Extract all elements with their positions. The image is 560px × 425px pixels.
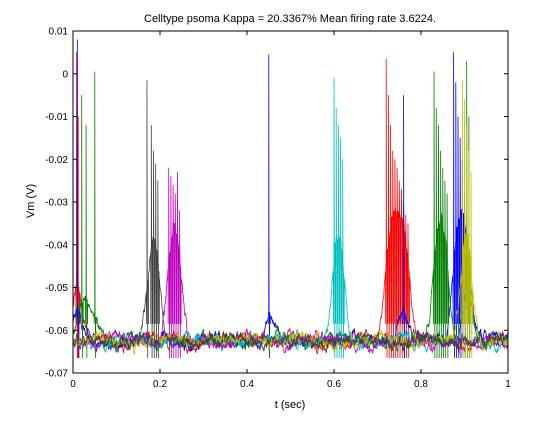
trace-line (73, 80, 508, 359)
y-tick-label: -0.01 (45, 112, 68, 123)
x-tick-label: 0.2 (153, 379, 167, 390)
y-tick-label: 0 (62, 69, 68, 80)
x-tick-label: 0 (70, 379, 76, 390)
chart-title: Celltype psoma Kappa = 20.3367% Mean fir… (144, 13, 436, 25)
trace-line (73, 60, 508, 359)
y-axis-label: Vm (V) (25, 184, 37, 218)
x-tick-label: 0.8 (414, 379, 428, 390)
y-tick-label: 0.01 (49, 27, 69, 38)
x-tick-label: 1 (505, 379, 511, 390)
y-tick-label: -0.06 (45, 326, 68, 337)
y-tick-label: -0.07 (45, 369, 68, 380)
y-tick-label: -0.05 (45, 283, 68, 294)
x-tick-label: 0.4 (240, 379, 254, 390)
y-tick-label: -0.04 (45, 240, 68, 251)
trace-line (73, 167, 508, 359)
y-tick-label: -0.02 (45, 155, 68, 166)
trace-line (73, 80, 508, 359)
traces (73, 39, 508, 359)
x-axis-label: t (sec) (275, 399, 306, 411)
x-tick-label: 0.6 (327, 379, 341, 390)
ticks: 0 0.2 0.4 0.6 0.8 1 0.01 0 -0.01 -0.02 -0.03 -0.04 -… (45, 27, 511, 391)
y-tick-label: -0.03 (45, 198, 68, 209)
